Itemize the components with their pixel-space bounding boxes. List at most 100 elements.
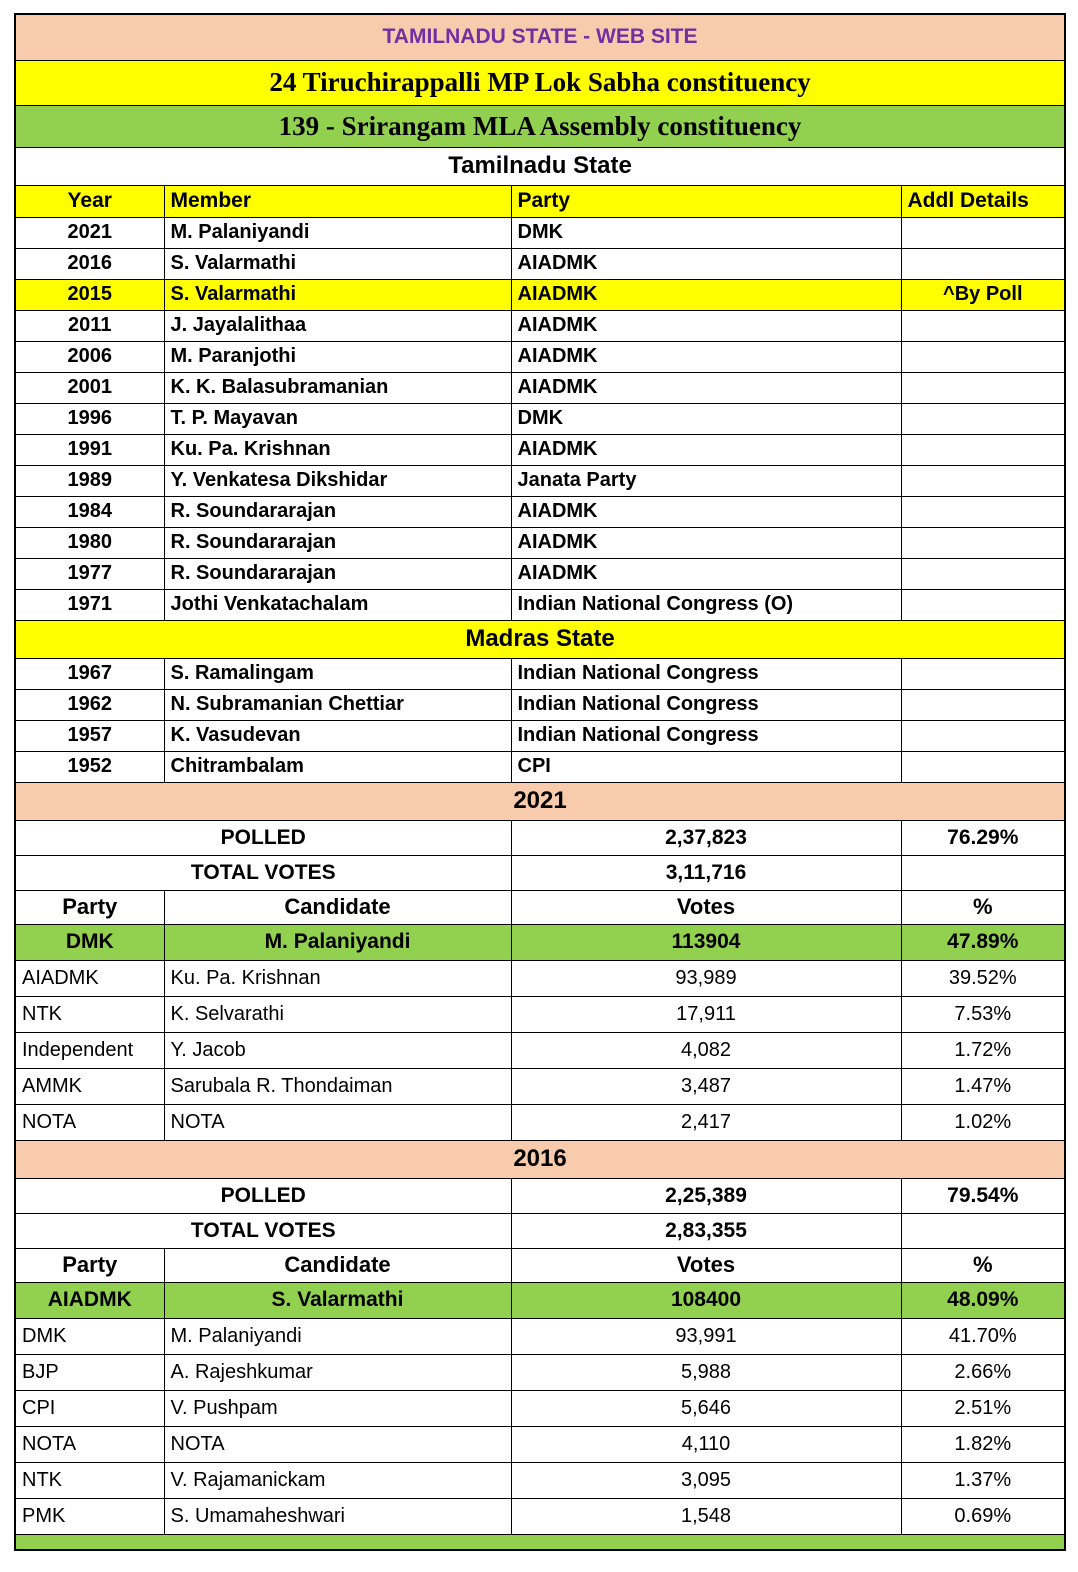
year-cell: 1996 bbox=[14, 402, 165, 435]
history-column-header: Party bbox=[510, 184, 902, 218]
party-cell: AIADMK bbox=[510, 340, 902, 373]
party-cell: DMK bbox=[510, 402, 902, 435]
total-votes-label: TOTAL VOTES bbox=[14, 854, 512, 891]
winner-party: AIADMK bbox=[14, 1281, 165, 1319]
total-votes-label: TOTAL VOTES bbox=[14, 1212, 512, 1249]
result-party: AIADMK bbox=[14, 959, 165, 997]
year-cell: 1980 bbox=[14, 526, 165, 559]
winner-candidate: M. Palaniyandi bbox=[163, 923, 512, 961]
addl-details-cell bbox=[900, 750, 1066, 783]
result-column-header: Votes bbox=[510, 889, 902, 925]
member-cell: Y. Venkatesa Dikshidar bbox=[163, 464, 512, 497]
history-row: 1980 R. Soundararajan AIADMK bbox=[14, 526, 1066, 559]
party-cell: Indian National Congress bbox=[510, 719, 902, 752]
polled-label: POLLED bbox=[14, 1177, 512, 1214]
result-party: CPI bbox=[14, 1389, 165, 1427]
winner-votes: 108400 bbox=[510, 1281, 902, 1319]
result-votes: 93,989 bbox=[510, 959, 902, 997]
result-votes: 3,487 bbox=[510, 1067, 902, 1105]
member-cell: Ku. Pa. Krishnan bbox=[163, 433, 512, 466]
result-column-header: Candidate bbox=[163, 1247, 512, 1283]
member-cell: M. Palaniyandi bbox=[163, 216, 512, 249]
history-header-row: Year Member Party Addl Details bbox=[14, 184, 1066, 218]
state-section-row: Madras State bbox=[14, 619, 1066, 659]
history-row: 1971 Jothi Venkatachalam Indian National C… bbox=[14, 588, 1066, 621]
addl-details-cell bbox=[900, 247, 1066, 280]
result-candidate: K. Selvarathi bbox=[163, 995, 512, 1033]
member-cell: R. Soundararajan bbox=[163, 526, 512, 559]
party-cell: Indian National Congress (O) bbox=[510, 588, 902, 621]
addl-details-cell bbox=[900, 588, 1066, 621]
addl-details-cell bbox=[900, 557, 1066, 590]
addl-details-cell bbox=[900, 433, 1066, 466]
history-row: 1996 T. P. Mayavan DMK bbox=[14, 402, 1066, 435]
party-cell: AIADMK bbox=[510, 371, 902, 404]
state-section-row: Tamilnadu State bbox=[14, 146, 1066, 186]
result-percent: 0.69% bbox=[900, 1497, 1066, 1535]
result-votes: 93,991 bbox=[510, 1317, 902, 1355]
year-cell: 2001 bbox=[14, 371, 165, 404]
year-cell: 1952 bbox=[14, 750, 165, 783]
year-cell: 1977 bbox=[14, 557, 165, 590]
polled-percent: 79.54% bbox=[900, 1177, 1066, 1214]
year-cell: 2011 bbox=[14, 309, 165, 342]
polled-row: POLLED 2,37,823 76.29% bbox=[14, 819, 1066, 856]
result-header-row: Party Candidate Votes% bbox=[14, 889, 1066, 925]
result-row: CPI V. Pushpam 5,646 2.51% bbox=[14, 1389, 1066, 1427]
result-candidate: Y. Jacob bbox=[163, 1031, 512, 1069]
addl-details-cell bbox=[900, 526, 1066, 559]
member-cell: Jothi Venkatachalam bbox=[163, 588, 512, 621]
history-row: 2015 S. Valarmathi AIADMK ^By Poll bbox=[14, 278, 1066, 311]
state-section-title: Tamilnadu State bbox=[14, 146, 1066, 186]
election-year-header: 2021 bbox=[14, 781, 1066, 821]
winner-votes: 113904 bbox=[510, 923, 902, 961]
result-votes: 5,646 bbox=[510, 1389, 902, 1427]
history-row: 1977 R. Soundararajan AIADMK bbox=[14, 557, 1066, 590]
total-votes-value: 3,11,716 bbox=[510, 854, 902, 891]
result-candidate: V. Rajamanickam bbox=[163, 1461, 512, 1499]
history-row: 1984 R. Soundararajan AIADMK bbox=[14, 495, 1066, 528]
result-party: AMMK bbox=[14, 1067, 165, 1105]
year-cell: 1989 bbox=[14, 464, 165, 497]
party-cell: AIADMK bbox=[510, 526, 902, 559]
year-cell: 2006 bbox=[14, 340, 165, 373]
result-row: NOTA NOTA 2,417 1.02% bbox=[14, 1103, 1066, 1141]
election-year-row: 2021 bbox=[14, 781, 1066, 821]
year-cell: 1957 bbox=[14, 719, 165, 752]
year-cell: 2021 bbox=[14, 216, 165, 249]
result-column-header: Candidate bbox=[163, 889, 512, 925]
year-cell: 1962 bbox=[14, 688, 165, 721]
history-row: 1989 Y. Venkatesa Dikshidar Janata Party bbox=[14, 464, 1066, 497]
result-candidate: M. Palaniyandi bbox=[163, 1317, 512, 1355]
year-cell: 2016 bbox=[14, 247, 165, 280]
history-row: 2011 J. Jayalalithaa AIADMK bbox=[14, 309, 1066, 342]
result-percent: 1.02% bbox=[900, 1103, 1066, 1141]
result-party: NTK bbox=[14, 995, 165, 1033]
member-cell: R. Soundararajan bbox=[163, 557, 512, 590]
result-votes: 5,988 bbox=[510, 1353, 902, 1391]
polled-row: POLLED 2,25,389 79.54% bbox=[14, 1177, 1066, 1214]
history-row: 2006 M. Paranjothi AIADMK bbox=[14, 340, 1066, 373]
winner-row: AIADMK S. Valarmathi 108400 48.09% bbox=[14, 1281, 1066, 1319]
history-row: 2016 S. Valarmathi AIADMK bbox=[14, 247, 1066, 280]
result-party: DMK bbox=[14, 1317, 165, 1355]
site-title: TAMILNADU STATE - WEB SITE bbox=[14, 13, 1066, 61]
result-row: NTK K. Selvarathi 17,911 7.53% bbox=[14, 995, 1066, 1033]
result-party: NOTA bbox=[14, 1425, 165, 1463]
addl-details-cell bbox=[900, 688, 1066, 721]
polled-value: 2,37,823 bbox=[510, 819, 902, 856]
total-votes-row: TOTAL VOTES 2,83,355 bbox=[14, 1212, 1066, 1249]
winner-row: DMK M. Palaniyandi 113904 47.89% bbox=[14, 923, 1066, 961]
result-party: NOTA bbox=[14, 1103, 165, 1141]
addl-details-cell bbox=[900, 495, 1066, 528]
party-cell: DMK bbox=[510, 216, 902, 249]
footer-rows bbox=[14, 1533, 1066, 1551]
election-year-row: 2016 bbox=[14, 1139, 1066, 1179]
result-row: AIADMK Ku. Pa. Krishnan 93,989 39.52% bbox=[14, 959, 1066, 997]
addl-details-cell: ^By Poll bbox=[900, 278, 1066, 311]
result-votes: 2,417 bbox=[510, 1103, 902, 1141]
party-cell: AIADMK bbox=[510, 495, 902, 528]
result-row: AMMK Sarubala R. Thondaiman 3,487 1.47% bbox=[14, 1067, 1066, 1105]
result-party: PMK bbox=[14, 1497, 165, 1535]
